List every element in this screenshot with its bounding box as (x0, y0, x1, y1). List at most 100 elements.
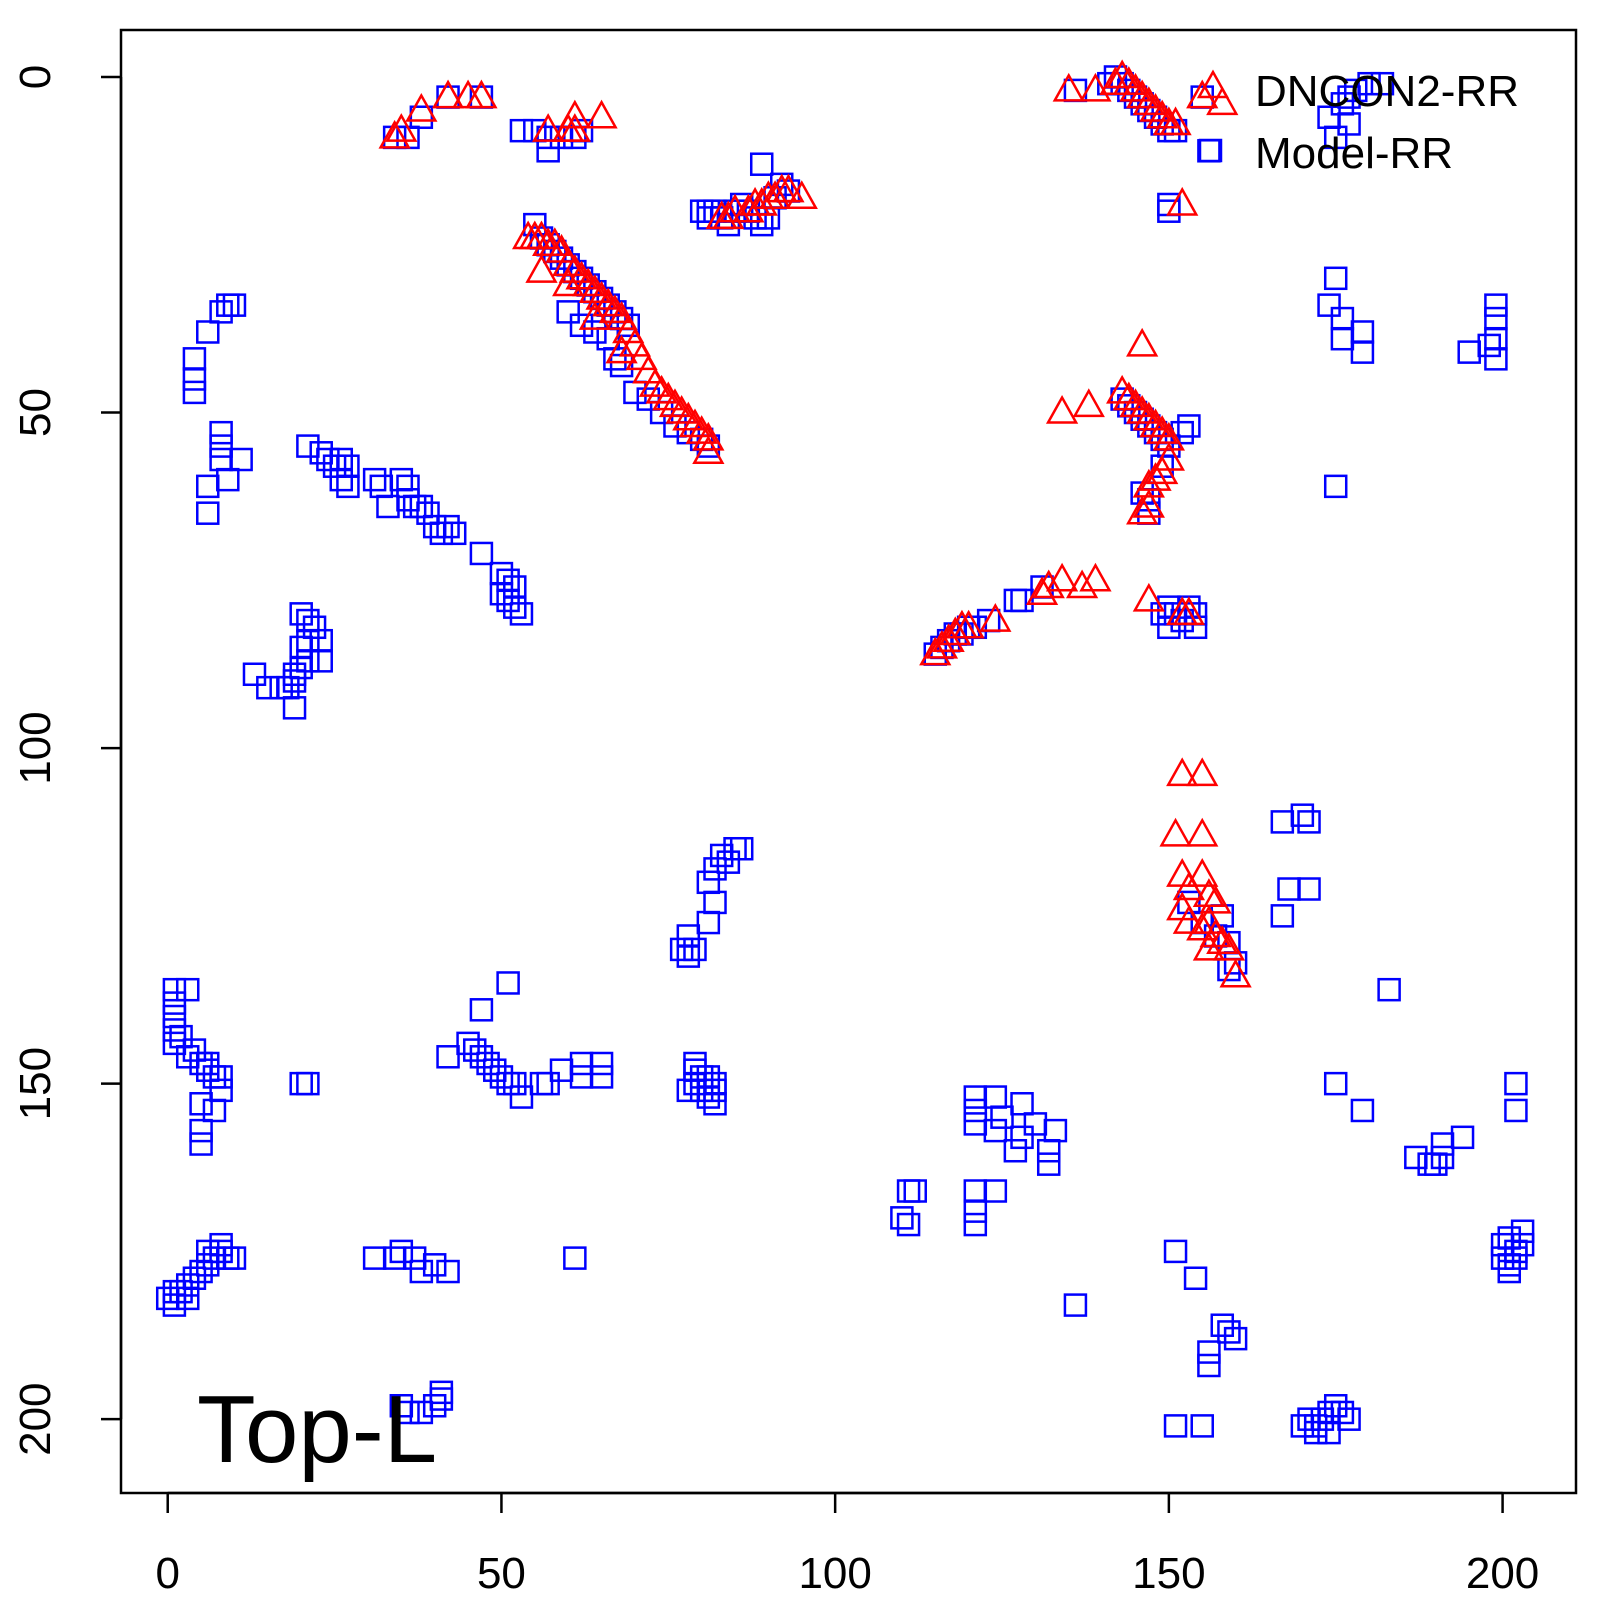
model-rr-point (1457, 340, 1481, 364)
model-rr-point (1350, 340, 1375, 364)
dncon2-rr-point (1172, 596, 1206, 626)
model-rr-point (503, 575, 527, 599)
model-rr-point (709, 843, 734, 868)
model-rr-point (169, 1279, 193, 1304)
model-rr-point (189, 1132, 213, 1156)
plot-frame (119, 28, 1578, 1495)
model-rr-point (329, 467, 354, 492)
model-rr-point (589, 1051, 614, 1076)
model-rr-point (175, 1045, 200, 1069)
model-rr-point (1010, 1125, 1034, 1150)
dncon2-rr-point (1106, 59, 1139, 89)
model-rr-point (155, 1286, 180, 1311)
model-rr-point (269, 675, 293, 700)
dncon2-rr-point (431, 79, 465, 109)
dncon2-rr-point (585, 280, 618, 310)
model-rr-point (669, 937, 694, 962)
model-rr-point (703, 890, 727, 915)
model-rr-point (309, 441, 333, 465)
model-rr-point (282, 669, 307, 693)
model-rr-point (382, 1246, 407, 1270)
dncon2-rr-point (1045, 394, 1079, 424)
model-rr-point (402, 494, 427, 519)
model-rr-point (362, 467, 387, 492)
model-rr-point (556, 300, 580, 324)
model-rr-point (1350, 1098, 1375, 1123)
model-rr-point (456, 1031, 480, 1056)
model-rr-point (322, 454, 347, 478)
dncon2-rr-point (1112, 381, 1145, 411)
model-rr-point (536, 1071, 560, 1096)
model-rr-point (182, 380, 207, 405)
model-rr-point (216, 1246, 240, 1270)
model-rr-point (209, 1232, 233, 1257)
model-rr-point (703, 1078, 727, 1103)
model-rr-point (389, 1239, 414, 1264)
dncon2-rr-point (592, 287, 625, 317)
model-rr-point (1023, 1112, 1048, 1136)
x-tick-label: 50 (477, 1549, 526, 1598)
model-rr-point (296, 628, 320, 653)
model-rr-point (182, 347, 207, 371)
model-rr-point (429, 1380, 454, 1405)
dncon2-rr-point (1186, 911, 1219, 941)
model-rr-point (1337, 1407, 1361, 1431)
legend-label-dncon2: DNCON2-RR (1255, 67, 1519, 116)
model-rr-point (703, 1092, 727, 1116)
model-rr-point (509, 1085, 534, 1109)
model-rr-point (1197, 139, 1221, 163)
dncon2-rr-point (558, 113, 591, 142)
model-rr-point (1270, 904, 1295, 928)
dncon2-rr-point (665, 394, 698, 424)
model-rr-point (189, 1118, 213, 1143)
model-rr-point (1217, 1320, 1241, 1344)
model-rr-point (1010, 1092, 1034, 1116)
dncon2-rr-point (552, 247, 585, 277)
model-rr-point (196, 1239, 220, 1264)
model-rr-point (1036, 1138, 1061, 1163)
dncon2-rr-point (1079, 562, 1112, 592)
dncon2-rr-point (1072, 388, 1105, 418)
model-rr-point (175, 1273, 200, 1297)
dncon2-rr-point (685, 415, 718, 444)
model-rr-point (1497, 1253, 1522, 1277)
dncon2-rr-point (1186, 817, 1219, 847)
model-rr-point (202, 1065, 227, 1089)
model-rr-point (175, 977, 200, 1002)
model-rr-point (376, 494, 400, 519)
model-rr-point (296, 649, 320, 673)
dncon2-rr-point (1146, 99, 1179, 129)
model-rr-point (1484, 306, 1508, 331)
model-rr-point (896, 1179, 921, 1203)
model-rr-point (162, 977, 187, 1002)
model-rr-point (196, 474, 220, 499)
model-rr-point (1323, 125, 1348, 150)
model-rr-point (296, 434, 320, 458)
model-rr-point (416, 501, 440, 525)
model-rr-point (182, 1266, 207, 1290)
model-rr-point (676, 924, 701, 948)
dncon2-rr-point (1126, 495, 1159, 525)
model-rr-point (336, 474, 360, 499)
panel-annotation: Top-L (197, 1376, 437, 1483)
model-rr-point (1430, 1145, 1455, 1170)
model-rr-point (396, 1400, 420, 1425)
model-rr-point (1197, 1340, 1221, 1364)
dncon2-rr-point (1139, 92, 1172, 122)
model-rr-point (896, 1212, 921, 1237)
model-rr-point (289, 655, 313, 680)
model-rr-point (569, 1051, 594, 1076)
dncon2-rr-point (572, 267, 605, 297)
dncon2-rr-point (1172, 905, 1206, 934)
model-rr-point (1290, 803, 1315, 827)
model-rr-point (229, 447, 253, 472)
y-tick-label: 100 (11, 711, 60, 784)
dncon2-rr-point (1159, 106, 1192, 136)
model-rr-point (1497, 1226, 1522, 1250)
dncon2-rr-point (1192, 931, 1226, 961)
dncon2-rr-point (1212, 931, 1246, 961)
dncon2-rr-point (785, 180, 818, 210)
dncon2-rr-point (1112, 66, 1145, 95)
model-rr-point (209, 1078, 233, 1103)
model-rr-point (703, 857, 727, 881)
